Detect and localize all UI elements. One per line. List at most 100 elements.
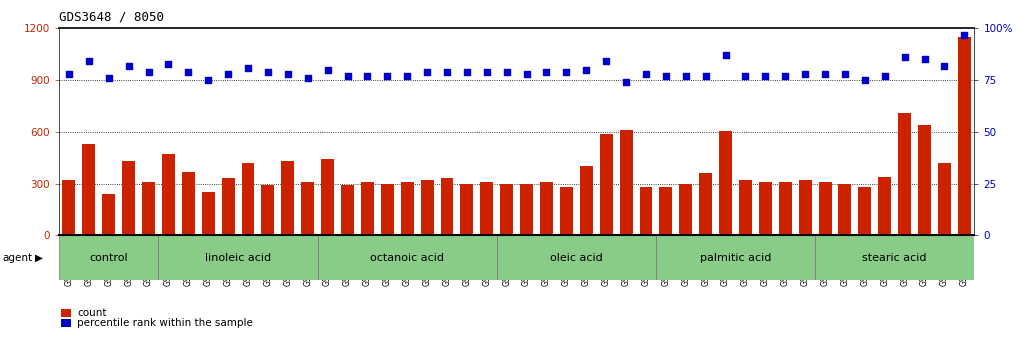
Point: [677, 73, 694, 79]
Point: [259, 69, 276, 75]
Point: [797, 71, 814, 77]
Bar: [938, 163, 951, 235]
Bar: [958, 37, 971, 235]
Point: [638, 71, 654, 77]
Text: palmitic acid: palmitic acid: [700, 252, 771, 263]
Bar: [222, 178, 235, 235]
Bar: [700, 173, 712, 235]
Point: [956, 32, 972, 38]
Text: percentile rank within the sample: percentile rank within the sample: [77, 318, 253, 328]
Bar: [62, 180, 75, 235]
Bar: [879, 177, 891, 235]
Bar: [380, 184, 394, 235]
Point: [717, 52, 733, 58]
Text: linoleic acid: linoleic acid: [205, 252, 272, 263]
Bar: [61, 319, 71, 327]
Bar: [59, 235, 159, 280]
Point: [578, 67, 594, 73]
Point: [877, 73, 893, 79]
Point: [340, 73, 356, 79]
Point: [937, 63, 953, 68]
Bar: [242, 163, 254, 235]
Text: agent: agent: [2, 252, 33, 263]
Point: [698, 73, 714, 79]
Bar: [82, 144, 96, 235]
Bar: [361, 182, 374, 235]
Point: [200, 77, 217, 83]
Bar: [461, 184, 473, 235]
Bar: [162, 154, 175, 235]
Bar: [201, 192, 215, 235]
Bar: [122, 161, 135, 235]
Bar: [560, 187, 573, 235]
Point: [220, 71, 236, 77]
Bar: [640, 187, 653, 235]
Bar: [679, 184, 693, 235]
Bar: [918, 125, 931, 235]
Point: [498, 69, 515, 75]
Point: [161, 61, 177, 66]
Point: [777, 73, 793, 79]
Bar: [619, 130, 633, 235]
Point: [319, 67, 336, 73]
Bar: [838, 184, 851, 235]
Text: stearic acid: stearic acid: [862, 252, 926, 263]
Bar: [739, 180, 752, 235]
Point: [558, 69, 575, 75]
Bar: [819, 182, 832, 235]
Point: [439, 69, 456, 75]
Bar: [421, 180, 433, 235]
Point: [419, 69, 435, 75]
Bar: [301, 182, 314, 235]
Point: [300, 75, 316, 81]
Bar: [798, 180, 812, 235]
Point: [180, 69, 196, 75]
Text: control: control: [89, 252, 128, 263]
Point: [101, 75, 117, 81]
Point: [399, 73, 415, 79]
Bar: [659, 187, 672, 235]
Bar: [282, 161, 294, 235]
Bar: [480, 182, 493, 235]
Bar: [341, 184, 354, 235]
Point: [519, 71, 535, 77]
Text: count: count: [77, 308, 107, 318]
Bar: [719, 131, 732, 235]
Point: [817, 71, 833, 77]
Point: [140, 69, 157, 75]
Bar: [540, 182, 553, 235]
Bar: [520, 184, 533, 235]
Bar: [600, 133, 612, 235]
Bar: [815, 235, 974, 280]
Text: GDS3648 / 8050: GDS3648 / 8050: [59, 11, 164, 24]
Bar: [159, 235, 317, 280]
Point: [737, 73, 754, 79]
Bar: [500, 184, 514, 235]
Point: [538, 69, 554, 75]
Point: [359, 73, 375, 79]
Text: oleic acid: oleic acid: [550, 252, 603, 263]
Point: [120, 63, 136, 68]
Point: [80, 59, 97, 64]
Point: [758, 73, 774, 79]
Bar: [580, 166, 593, 235]
Point: [459, 69, 475, 75]
Point: [916, 57, 933, 62]
Bar: [401, 182, 414, 235]
Point: [598, 59, 614, 64]
Point: [856, 77, 873, 83]
Point: [658, 73, 674, 79]
Bar: [898, 113, 911, 235]
Bar: [321, 159, 334, 235]
Bar: [779, 182, 791, 235]
Text: ▶: ▶: [35, 252, 43, 263]
Point: [897, 55, 913, 60]
Bar: [261, 185, 275, 235]
Bar: [61, 309, 71, 317]
Bar: [142, 182, 155, 235]
Text: octanoic acid: octanoic acid: [370, 252, 444, 263]
Bar: [656, 235, 815, 280]
Bar: [496, 235, 656, 280]
Point: [837, 71, 853, 77]
Point: [280, 71, 296, 77]
